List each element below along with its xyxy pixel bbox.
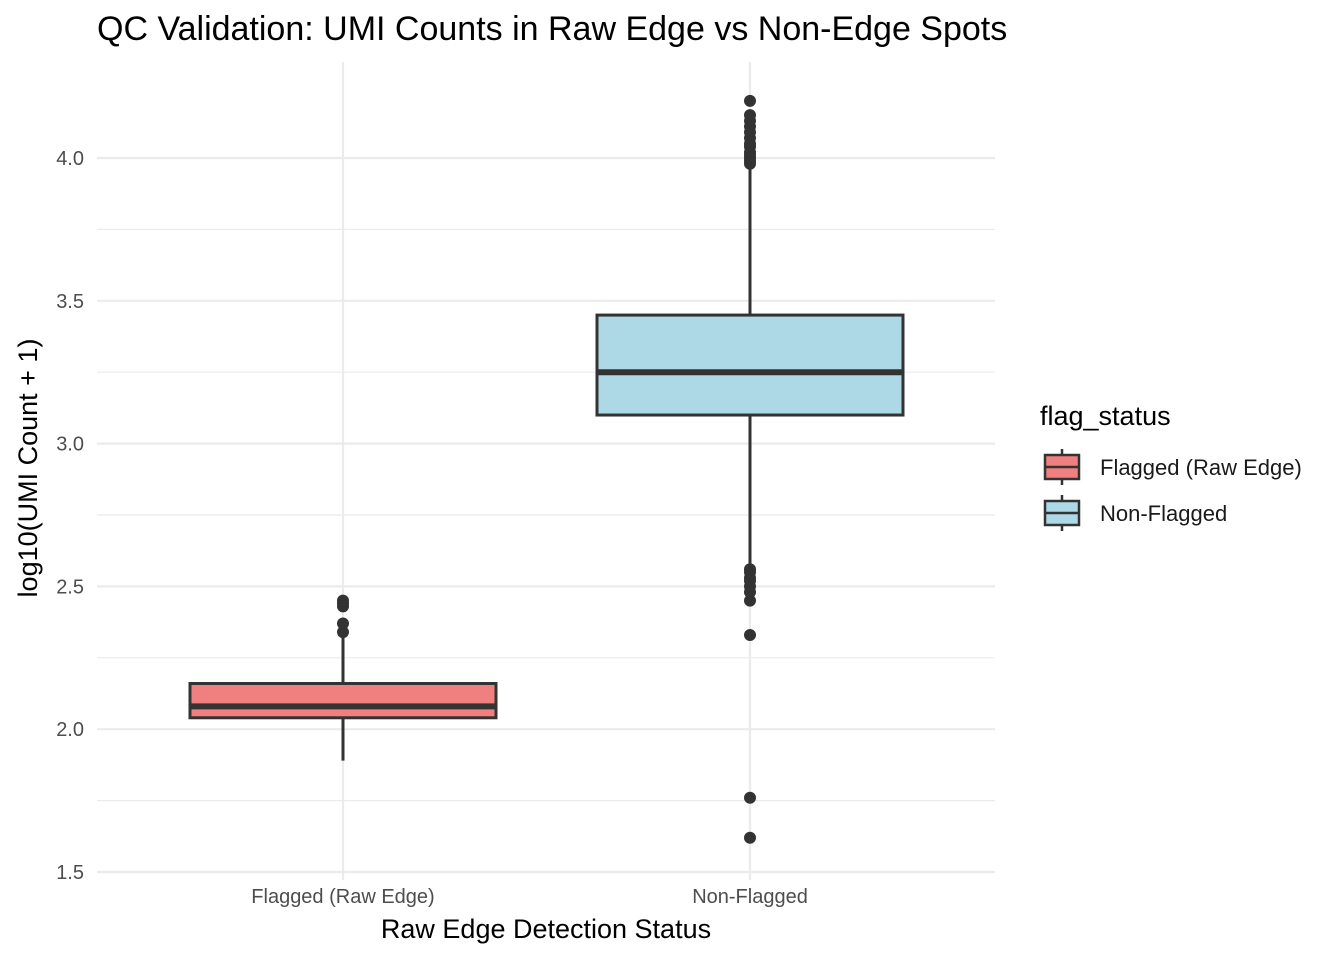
outlier-point — [744, 791, 756, 804]
box-group — [595, 94, 905, 844]
boxes-layer — [188, 94, 905, 844]
y-tick-label: 2.5 — [56, 576, 84, 598]
outlier-point — [337, 617, 349, 630]
legend-key — [1043, 449, 1081, 485]
y-tick-label: 1.5 — [56, 862, 84, 884]
chart-title: QC Validation: UMI Counts in Raw Edge vs… — [97, 10, 1007, 48]
legend-title: flag_status — [1040, 401, 1171, 431]
outlier-point — [744, 831, 756, 844]
x-tick-label: Non-Flagged — [692, 886, 808, 908]
y-tick-label: 3.5 — [56, 291, 84, 313]
legend-label: Non-Flagged — [1100, 501, 1227, 526]
outlier-point — [744, 563, 756, 576]
box-group — [188, 594, 498, 761]
outlier-point — [744, 628, 756, 641]
outlier-point — [744, 594, 756, 607]
x-axis-title: Raw Edge Detection Status — [381, 914, 711, 944]
y-axis-title: log10(UMI Count + 1) — [13, 339, 43, 598]
y-axis-ticks: 1.5 2.0 2.5 3.0 3.5 4.0 — [56, 148, 84, 884]
y-tick-label: 2.0 — [56, 719, 84, 741]
box-iqr — [595, 313, 905, 417]
box-iqr — [188, 682, 498, 720]
y-tick-label: 4.0 — [56, 148, 84, 170]
plot-grid — [97, 62, 995, 880]
x-axis-ticks: Flagged (Raw Edge) Non-Flagged — [251, 886, 808, 908]
y-tick-label: 3.0 — [56, 434, 84, 456]
outlier-point — [744, 94, 756, 107]
legend: flag_status Flagged (Raw Edge) Non-Flagge… — [1040, 401, 1302, 531]
legend-label: Flagged (Raw Edge) — [1100, 455, 1302, 480]
legend-key — [1043, 495, 1081, 531]
outlier-point — [337, 626, 349, 639]
outlier-point — [744, 109, 756, 122]
outlier-point — [337, 594, 349, 607]
x-tick-label: Flagged (Raw Edge) — [251, 886, 434, 908]
